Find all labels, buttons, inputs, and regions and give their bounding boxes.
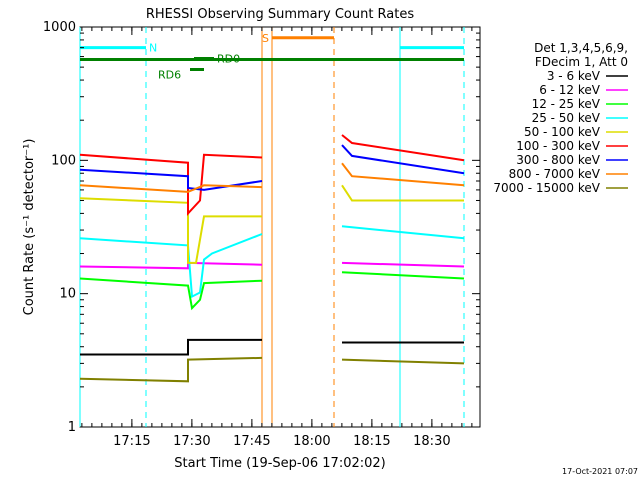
series-line [341,358,465,365]
series-line [341,225,465,240]
x-tick-label: 18:00 [293,434,330,449]
series-line [79,153,263,216]
legend-entry: 25 - 50 keV [532,111,601,125]
series-line [79,277,263,311]
series-line [341,184,464,202]
series-line [341,271,465,280]
x-tick-label: 17:15 [113,434,150,449]
vertical-markers [79,27,465,427]
legend: Det 1,3,4,5,6,9,FDecim 1, Att 03 - 6 keV… [493,41,628,195]
legend-entry: 3 - 6 keV [547,69,601,83]
plot-frame [79,26,481,428]
data-series [79,134,465,383]
x-tick-label: 17:45 [233,434,270,449]
legend-header: Det 1,3,4,5,6,9, [534,41,628,55]
x-tick-label: 17:30 [173,434,210,449]
legend-entry: 7000 - 15000 keV [493,181,600,195]
annotation-label: S [262,32,269,45]
legend-entry: 300 - 800 keV [516,153,600,167]
y-tick-label: 1 [68,420,76,435]
x-tick-label: 18:15 [353,434,390,449]
series-line [341,162,465,187]
legend-entry: 100 - 300 keV [516,139,600,153]
y-tick-label: 100 [51,153,76,168]
series-line [79,184,263,193]
series-line [79,197,262,264]
legend-entry: 800 - 7000 keV [509,167,601,181]
series-line [79,261,263,270]
series-line [341,134,465,162]
x-tick-label: 18:30 [413,434,450,449]
series-line [341,144,465,175]
series-line [80,338,262,356]
series-line [79,356,263,383]
x-axis: 17:15 17:30 17:45 18:00 18:15 18:30 [81,27,473,449]
y-tick-label: 10 [59,287,76,302]
annotation-bars: NRD0RD6S [80,32,464,82]
annotation-label: RD6 [158,69,181,82]
series-line [79,168,263,191]
legend-entry: 50 - 100 keV [524,125,601,139]
series-line [341,261,465,268]
legend-entry: 12 - 25 keV [532,97,601,111]
legend-entry: 6 - 12 keV [539,83,601,97]
footer-stamp: 17-Oct-2021 07:07 [562,467,638,476]
y-axis-label: Count Rate (s⁻¹ detector⁻¹) [22,139,37,316]
y-tick-label: 1000 [43,20,76,35]
series-line [79,233,263,299]
legend-header: FDecim 1, Att 0 [535,55,628,69]
chart-title: RHESSI Observing Summary Count Rates [146,7,415,22]
x-axis-label: Start Time (19-Sep-06 17:02:02) [174,456,385,471]
y-axis: 1 10 100 1000 [43,20,480,435]
annotation-label: N [149,42,157,55]
